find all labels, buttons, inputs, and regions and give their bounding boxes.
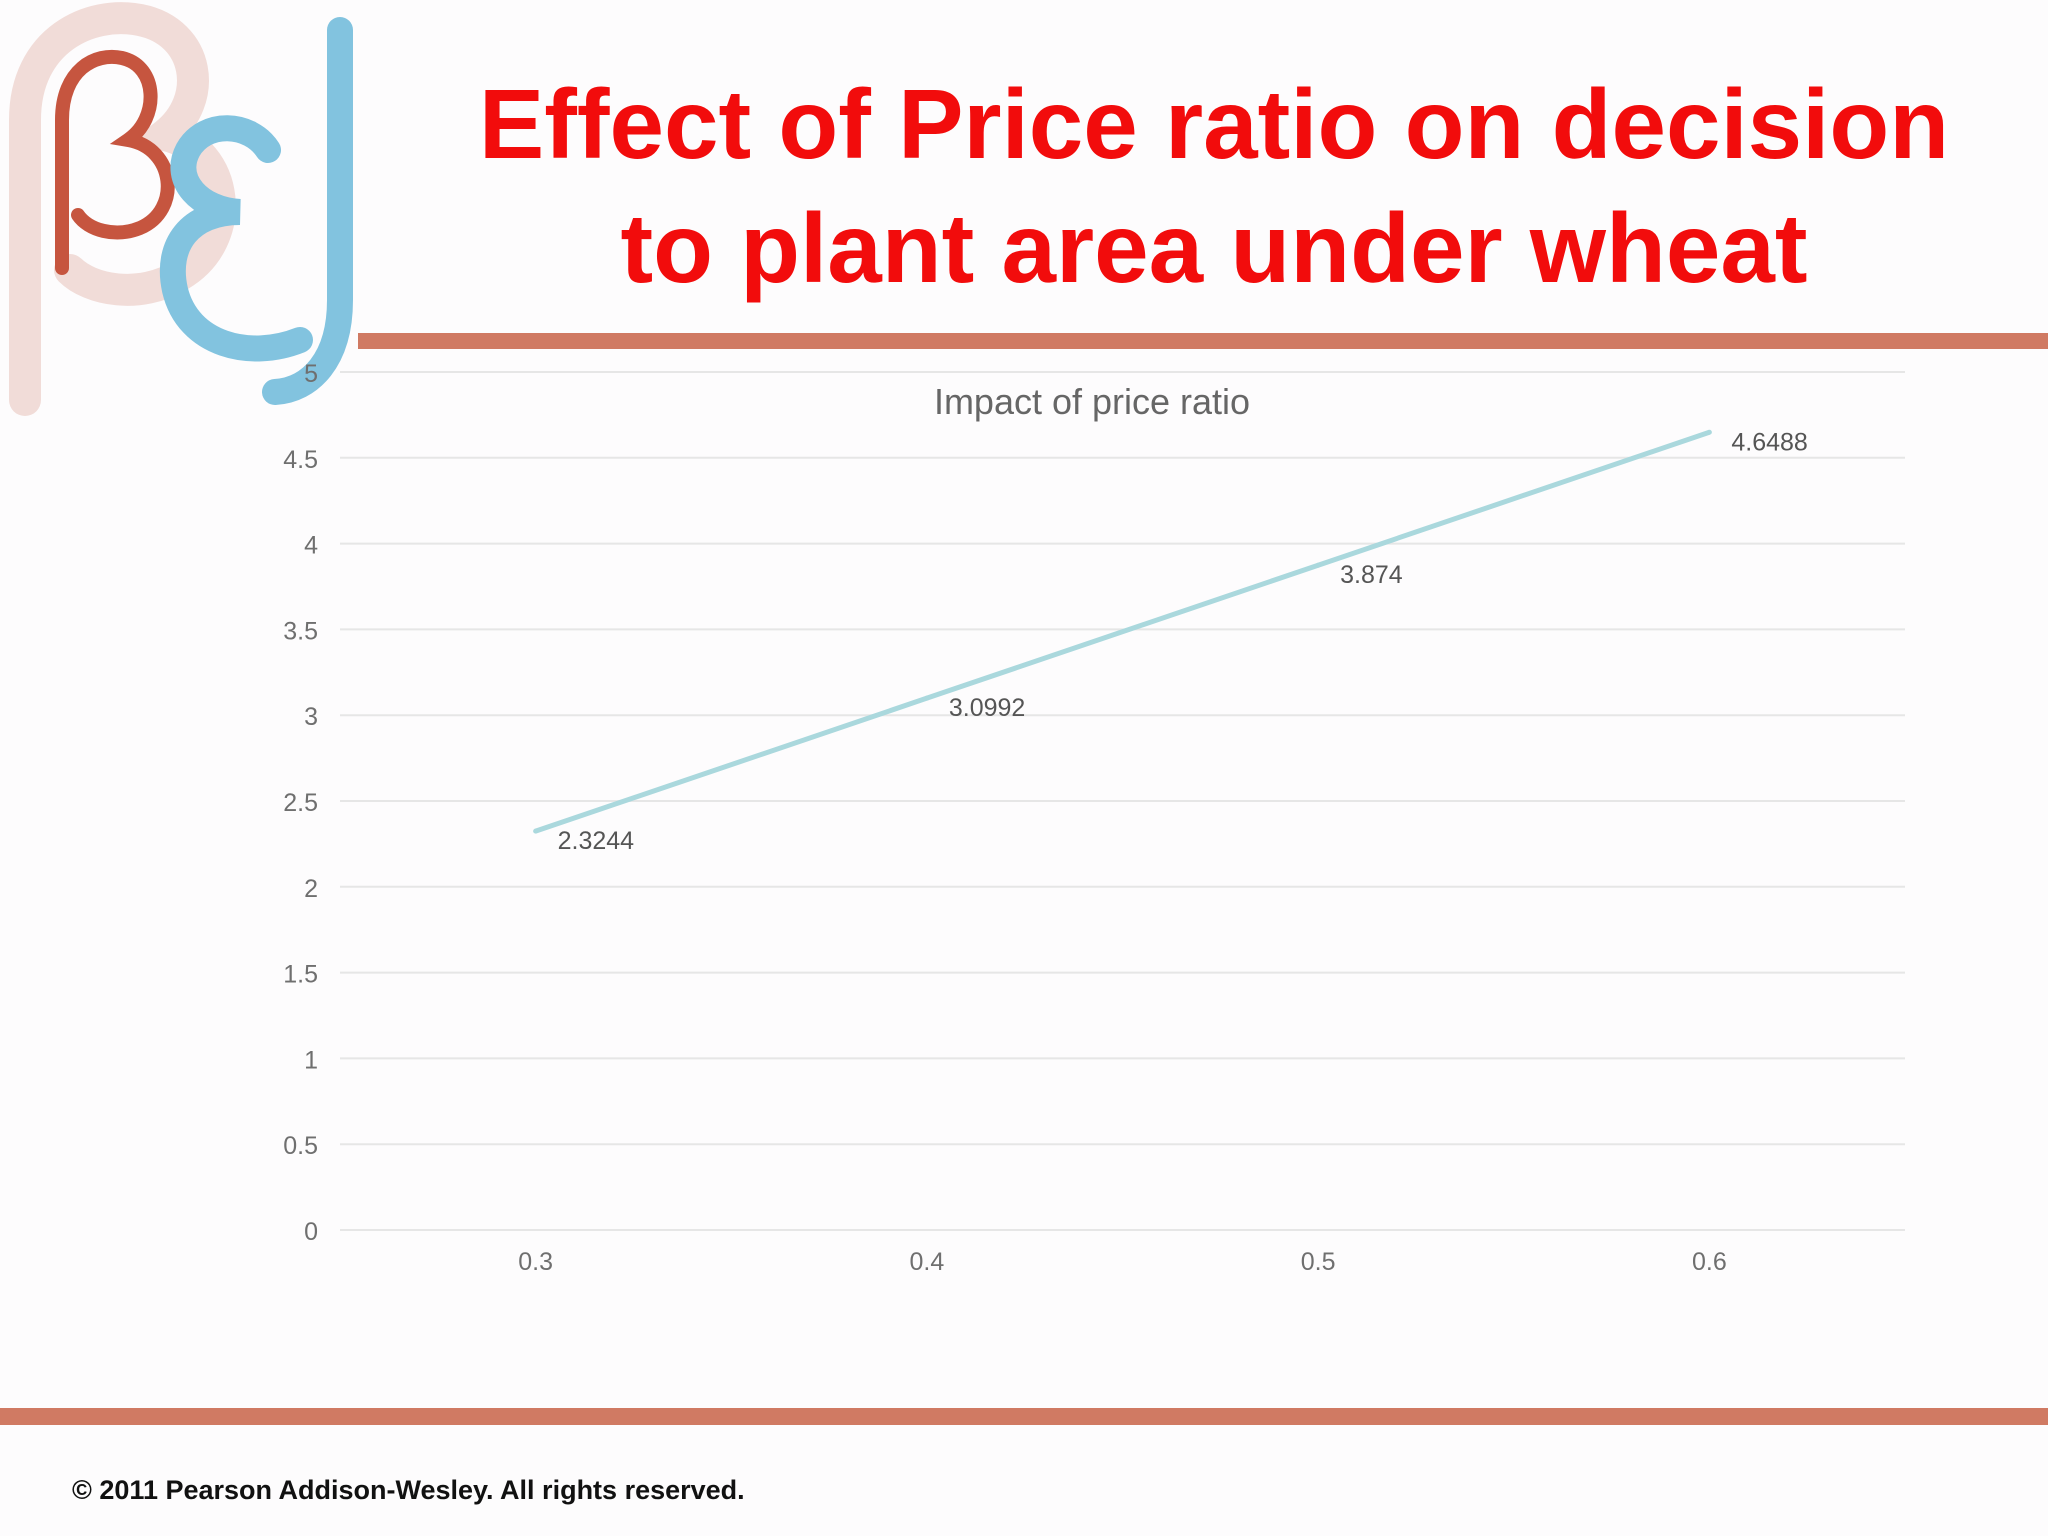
y-tick-label: 3.5: [283, 617, 318, 645]
slide-title-line-1: Effect of Price ratio on decision: [478, 69, 1950, 179]
slide-title: Effect of Price ratio on decision to pla…: [380, 62, 2048, 310]
bottom-divider: [0, 1408, 2048, 1425]
slide-title-line-2: to plant area under wheat: [620, 193, 1808, 303]
y-tick-label: 1.5: [283, 961, 318, 989]
y-tick-label: 0.5: [283, 1132, 318, 1160]
data-label: 2.3244: [558, 827, 635, 855]
x-tick-label: 0.3: [518, 1248, 553, 1276]
y-tick-label: 1: [304, 1046, 318, 1074]
data-point: [1315, 562, 1321, 568]
x-tick-label: 0.5: [1301, 1248, 1336, 1276]
y-tick-label: 5: [304, 360, 318, 388]
series: [533, 429, 1712, 834]
y-axis-tick-labels: 0 0.5 1 1.5 2 2.5 3 3.5 4 4.5 5: [283, 360, 318, 1246]
y-tick-label: 4.5: [283, 446, 318, 474]
y-tick-label: 0: [304, 1218, 318, 1246]
gridlines: [340, 371, 1905, 1231]
copyright-footer: © 2011 Pearson Addison-Wesley. All right…: [72, 1475, 745, 1505]
data-label: 3.0992: [949, 694, 1025, 722]
logo-icon: [9, 2, 353, 416]
x-tick-label: 0.4: [909, 1248, 944, 1276]
data-labels: 2.3244 3.0992 3.874 4.6488: [558, 428, 1808, 855]
top-divider: [358, 333, 2048, 349]
data-label: 3.874: [1340, 561, 1403, 589]
y-tick-label: 3: [304, 703, 318, 731]
data-point: [1706, 429, 1712, 435]
y-tick-label: 4: [304, 532, 318, 560]
beta-epsilon-logo-icon: [9, 2, 353, 416]
data-point: [533, 828, 539, 834]
data-point: [924, 695, 930, 701]
chart-title: Impact of price ratio: [934, 381, 1250, 422]
y-tick-label: 2.5: [283, 789, 318, 817]
x-tick-label: 0.6: [1692, 1248, 1727, 1276]
data-label: 4.6488: [1731, 428, 1807, 456]
y-tick-label: 2: [304, 875, 318, 903]
series-line: [534, 429, 1711, 834]
x-axis-tick-labels: 0.3 0.4 0.5 0.6: [518, 1248, 1727, 1276]
